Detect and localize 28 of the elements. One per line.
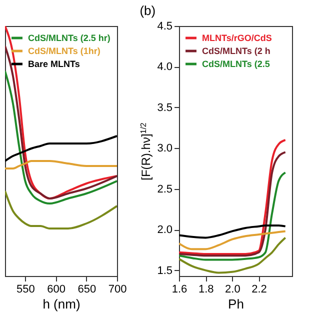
- x-tick-label: 600: [47, 284, 66, 296]
- line-series: [179, 224, 286, 239]
- line-series: [179, 236, 286, 274]
- legend-label: Bare MLNTs: [28, 59, 80, 69]
- legend-label: CdS/MLNTs (1hr): [28, 46, 100, 56]
- line-series: [179, 172, 286, 261]
- x-tick-label: 1.8: [198, 284, 214, 296]
- legend-label: MLNTs/rGO/CdS: [202, 33, 272, 43]
- y-tick-label: 2.0: [157, 224, 172, 236]
- x-tick-label: 650: [78, 284, 96, 296]
- y-tick-label: 4.5: [157, 20, 172, 32]
- line-series: [179, 230, 286, 250]
- y-tick-label: 3.0: [157, 142, 172, 155]
- legend-label: CdS/MLNTs (2.5 hr): [28, 33, 110, 43]
- x-tick-label: 2.2: [252, 284, 267, 296]
- y-tick-label: 3.5: [157, 102, 172, 114]
- x-tick-label: 700: [108, 284, 127, 296]
- x-axis-title: h (nm): [42, 296, 80, 312]
- legend-label: CdS/MLNTs (2.5: [202, 59, 270, 69]
- x-tick-label: 2.0: [225, 284, 240, 296]
- y-tick-label: 2.5: [157, 183, 172, 196]
- y-tick-label: 4.0: [157, 61, 172, 74]
- y-tick-label: 1.5: [157, 264, 172, 277]
- x-tick-label: 1.6: [172, 284, 188, 296]
- chart-title: (b): [140, 3, 156, 18]
- legend-label: CdS/MLNTs (2 h: [202, 46, 270, 56]
- x-axis-title: Ph: [228, 296, 244, 312]
- x-tick-label: 550: [16, 284, 35, 296]
